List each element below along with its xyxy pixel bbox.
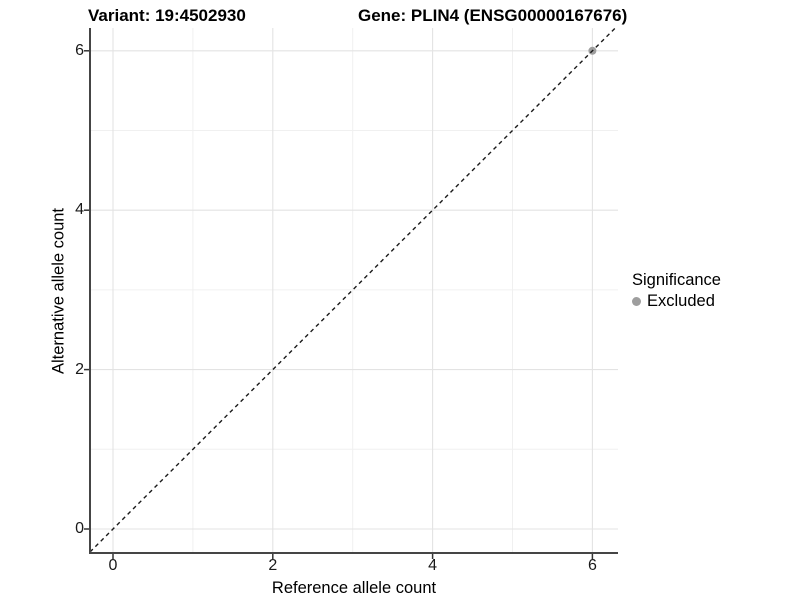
- variant-title: Variant: 19:4502930: [88, 6, 246, 25]
- identity-reference-line: [89, 28, 616, 553]
- y-tick-label: 6: [75, 41, 84, 59]
- legend: Significance Excluded: [632, 271, 721, 311]
- y-axis-title: Alternative allele count: [49, 207, 68, 375]
- y-tick-label: 4: [75, 201, 84, 219]
- legend-item-label: Excluded: [647, 292, 715, 310]
- legend-title: Significance: [632, 271, 721, 289]
- gene-title: Gene: PLIN4 (ENSG00000167676): [358, 6, 628, 25]
- y-tick-label: 0: [75, 520, 84, 537]
- legend-item-excluded: Excluded: [632, 292, 721, 311]
- x-axis-title: Reference allele count: [271, 579, 437, 597]
- x-tick-label: 0: [108, 557, 118, 574]
- scatter-plot-canvas: [84, 28, 618, 559]
- x-tick-label: 6: [587, 557, 597, 574]
- y-tick-label: 2: [75, 360, 84, 378]
- x-tick-label: 2: [268, 557, 278, 574]
- x-tick-label: 4: [428, 557, 438, 574]
- circle-icon: [632, 297, 641, 306]
